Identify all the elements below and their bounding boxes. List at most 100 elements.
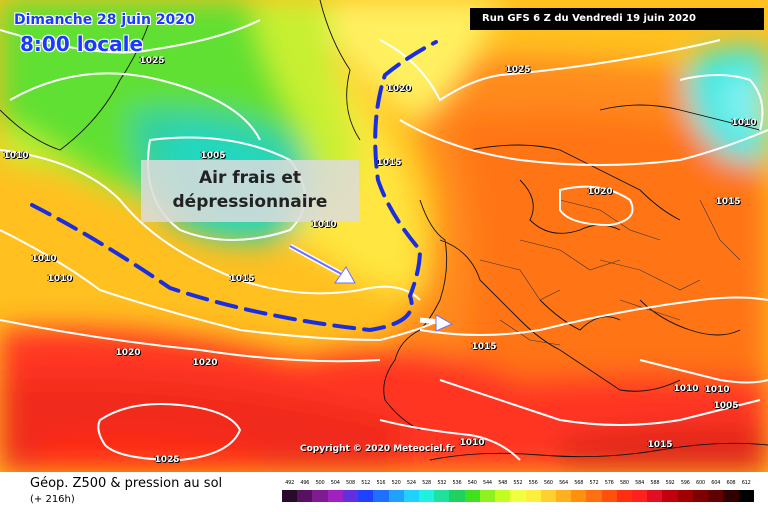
legend-value: 508: [346, 480, 355, 486]
legend-value: 524: [406, 480, 416, 486]
legend-value: 516: [376, 480, 386, 486]
model-run-label: Run GFS 6 Z du Vendredi 19 juin 2020: [470, 8, 764, 30]
legend-value: 532: [437, 480, 447, 486]
isobar-label: 1025: [139, 56, 165, 66]
legend-swatch: [616, 490, 633, 502]
airflow-arrows: [288, 243, 454, 332]
annotation-line-2: dépressionnaire: [172, 192, 328, 212]
isobar-label: 1025: [154, 455, 180, 465]
isobar-label: 1015: [376, 158, 402, 168]
isobar-label: 1015: [715, 197, 741, 207]
legend-value: 576: [604, 480, 614, 486]
legend-swatch: [327, 490, 343, 502]
isobar-label: 1020: [386, 84, 412, 94]
isobar-label: 1005: [713, 401, 739, 411]
legend-swatch: [708, 490, 724, 502]
isobar-label: 1010: [459, 438, 485, 448]
legend-swatch: [632, 490, 648, 502]
legend-value: 568: [574, 480, 584, 486]
isobar-label: 1010: [31, 254, 57, 264]
legend-swatch: [312, 490, 328, 502]
isobar-label: 1005: [200, 151, 226, 161]
isobar-label: 1015: [471, 342, 497, 352]
legend-swatch: [388, 490, 404, 502]
legend-value: 520: [391, 480, 401, 486]
legend-swatch: [692, 490, 709, 502]
isobar-label: 1015: [647, 440, 673, 450]
isobar-label: 1010: [731, 118, 757, 128]
isobar-label: 1020: [587, 187, 613, 197]
map-footer: Géop. Z500 & pression au sol (+ 216h) 49…: [0, 472, 768, 512]
legend-swatch: [282, 490, 298, 502]
isobars: [0, 19, 768, 462]
isobar-label: 1025: [505, 65, 531, 75]
annotation-box: Air frais et dépressionnaire: [141, 160, 359, 222]
legend-value: 560: [543, 480, 553, 486]
forecast-time: 8:00 locale: [20, 32, 144, 56]
legend-swatch: [464, 490, 480, 502]
legend-swatch: [555, 490, 572, 502]
legend-swatch: [662, 490, 678, 502]
legend-value: 572: [589, 480, 599, 486]
legend-swatch: [525, 490, 541, 502]
legend-value-labels: 492 496 500 504 508 512 516 520 524 528 532 536 540 5…: [282, 480, 754, 486]
legend-swatch: [510, 490, 526, 502]
isobar-label: 1015: [229, 274, 255, 284]
legend-swatch: [373, 490, 389, 502]
isobar-label: 1020: [115, 348, 141, 358]
isobar-label: 1010: [311, 220, 337, 230]
legend-value: 512: [361, 480, 371, 486]
legend-value: 492: [285, 480, 295, 486]
legend-swatch: [403, 490, 419, 502]
legend-value: 544: [482, 480, 492, 486]
legend-value: 548: [498, 480, 508, 486]
annotation-line-1: Air frais et: [198, 168, 302, 188]
legend-swatch: [601, 490, 617, 502]
legend-value: 588: [650, 480, 660, 486]
legend-value: 584: [635, 480, 645, 486]
legend-swatch: [571, 490, 587, 502]
isobar-label: 1010: [673, 384, 699, 394]
legend-swatch: [540, 490, 556, 502]
legend-value: 580: [619, 480, 629, 486]
legend-swatch: [738, 490, 754, 502]
legend-value: 528: [422, 480, 432, 486]
legend-swatch: [723, 490, 739, 502]
forecast-lead-time: (+ 216h): [30, 494, 75, 505]
legend-swatch: [677, 490, 693, 502]
legend-value: 612: [741, 480, 751, 486]
legend-value: 600: [696, 480, 705, 486]
copyright-text: Copyright © 2020 Meteociel.fr: [300, 444, 455, 454]
forecast-date: Dimanche 28 juin 2020: [14, 12, 195, 28]
legend-value: 608: [726, 480, 736, 486]
legend-swatch: [449, 490, 465, 502]
legend-value: 500: [315, 480, 325, 486]
legend-value: 504: [330, 480, 340, 486]
legend-swatch: [434, 490, 450, 502]
legend-value: 552: [513, 480, 523, 486]
legend-value: 496: [300, 480, 310, 486]
isobar-label: 1010: [47, 274, 73, 284]
map-canvas: [0, 0, 768, 472]
isobar-label: 1020: [192, 358, 218, 368]
legend-value: 564: [559, 480, 569, 486]
legend-swatch: [647, 490, 663, 502]
country-borders: [479, 199, 741, 346]
legend-value: 536: [452, 480, 462, 486]
legend-swatch: [418, 490, 435, 502]
isobar-label: 1010: [704, 385, 730, 395]
legend-value: 556: [528, 480, 538, 486]
trough-line: [30, 40, 438, 333]
color-legend-bar: [282, 490, 754, 502]
legend-value: 592: [665, 480, 675, 486]
map-title: Géop. Z500 & pression au sol: [30, 476, 223, 491]
legend-value: 540: [467, 480, 477, 486]
isobar-label: 1010: [3, 151, 29, 161]
legend-value: 596: [680, 480, 690, 486]
legend-swatch: [358, 490, 374, 502]
legend-swatch: [479, 490, 496, 502]
legend-swatch: [342, 490, 359, 502]
legend-swatch: [297, 490, 313, 502]
legend-swatch: [495, 490, 511, 502]
